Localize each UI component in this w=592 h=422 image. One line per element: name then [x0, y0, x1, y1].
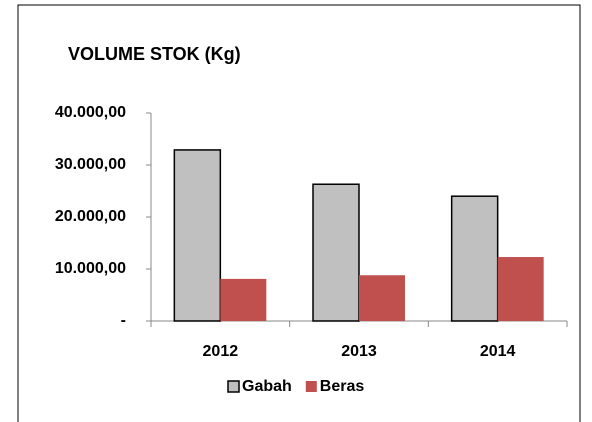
- chart-frame: [17, 4, 581, 422]
- x-tick-label: 2012: [203, 343, 239, 360]
- y-tick-label: 40.000,00: [55, 104, 126, 121]
- chart-title: VOLUME STOK (Kg): [68, 44, 241, 64]
- legend-swatch: [227, 380, 240, 393]
- x-tick-label: 2014: [480, 343, 516, 360]
- y-tick-label: 10.000,00: [55, 260, 126, 277]
- y-tick-label: 20.000,00: [55, 208, 126, 225]
- y-tick-label: -: [121, 312, 126, 329]
- bar: [450, 195, 499, 322]
- y-tick-label: 30.000,00: [55, 156, 126, 173]
- bar: [359, 275, 405, 321]
- legend-label: Beras: [320, 378, 365, 395]
- bar: [312, 183, 360, 322]
- bar: [497, 257, 544, 321]
- bar: [220, 278, 267, 321]
- bar: [173, 149, 222, 322]
- legend-label: Gabah: [242, 378, 292, 395]
- x-tick-label: 2013: [341, 343, 377, 360]
- legend-swatch: [305, 381, 317, 392]
